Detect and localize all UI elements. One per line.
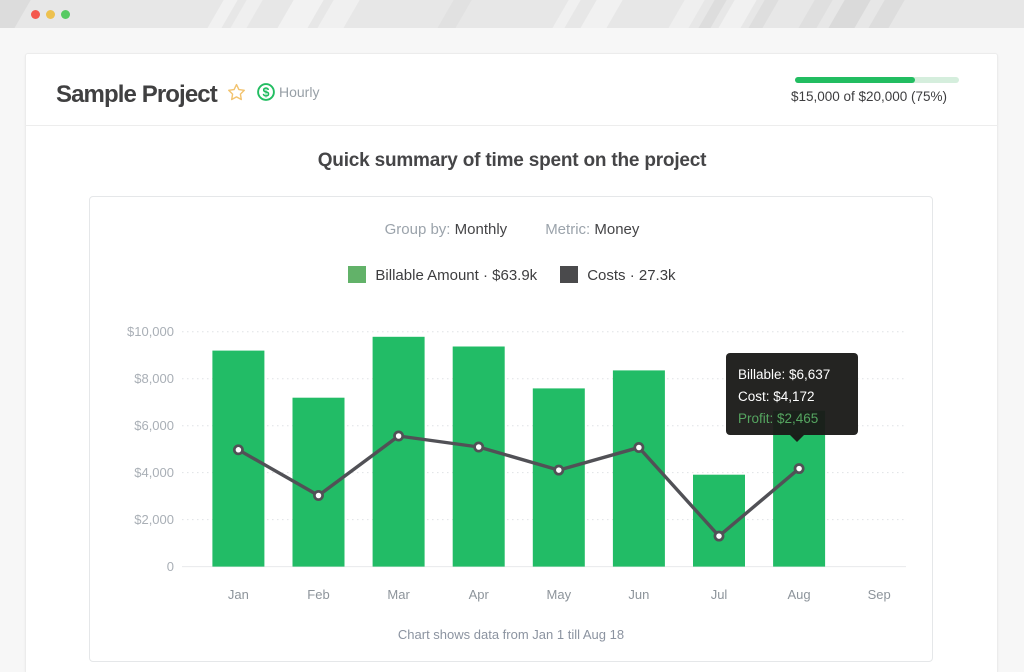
svg-text:0: 0 — [167, 559, 174, 574]
svg-text:Jul: Jul — [711, 587, 728, 602]
svg-text:Jun: Jun — [628, 587, 649, 602]
svg-text:Mar: Mar — [387, 587, 410, 602]
svg-text:Apr: Apr — [469, 587, 490, 602]
svg-text:Sep: Sep — [868, 587, 891, 602]
svg-text:May: May — [547, 587, 572, 602]
svg-text:$10,000: $10,000 — [127, 324, 174, 339]
svg-text:$: $ — [263, 85, 270, 99]
svg-text:Aug: Aug — [788, 587, 811, 602]
svg-text:$6,000: $6,000 — [134, 418, 174, 433]
svg-text:$8,000: $8,000 — [134, 371, 174, 386]
svg-text:Jan: Jan — [228, 587, 249, 602]
svg-text:$4,000: $4,000 — [134, 465, 174, 480]
svg-text:Feb: Feb — [307, 587, 329, 602]
svg-text:Chart shows data from Jan 1 ti: Chart shows data from Jan 1 till Aug 18 — [398, 627, 624, 642]
svg-text:$2,000: $2,000 — [134, 512, 174, 527]
